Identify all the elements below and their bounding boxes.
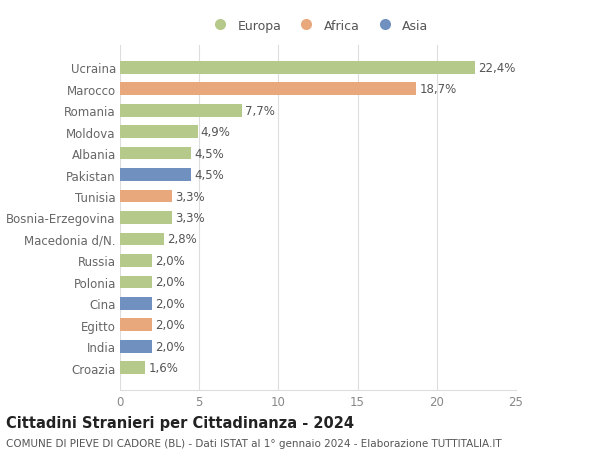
- Bar: [120, 297, 152, 310]
- Text: Cittadini Stranieri per Cittadinanza - 2024: Cittadini Stranieri per Cittadinanza - 2…: [6, 415, 354, 431]
- Bar: [120, 147, 191, 160]
- Bar: [120, 83, 416, 96]
- Text: 1,6%: 1,6%: [149, 362, 178, 375]
- Text: 2,0%: 2,0%: [155, 276, 185, 289]
- Bar: [120, 190, 172, 203]
- Text: 2,8%: 2,8%: [167, 233, 197, 246]
- Bar: [120, 254, 152, 267]
- Text: 4,9%: 4,9%: [201, 126, 230, 139]
- Text: COMUNE DI PIEVE DI CADORE (BL) - Dati ISTAT al 1° gennaio 2024 - Elaborazione TU: COMUNE DI PIEVE DI CADORE (BL) - Dati IS…: [6, 438, 502, 448]
- Text: 4,5%: 4,5%: [194, 147, 224, 160]
- Bar: [120, 362, 145, 375]
- Text: 2,0%: 2,0%: [155, 297, 185, 310]
- Bar: [120, 169, 191, 182]
- Text: 2,0%: 2,0%: [155, 319, 185, 332]
- Text: 18,7%: 18,7%: [419, 83, 457, 96]
- Text: 3,3%: 3,3%: [175, 190, 205, 203]
- Bar: [120, 126, 197, 139]
- Text: 4,5%: 4,5%: [194, 168, 224, 182]
- Bar: [120, 62, 475, 74]
- Bar: [120, 233, 164, 246]
- Text: 22,4%: 22,4%: [478, 62, 515, 74]
- Text: 2,0%: 2,0%: [155, 340, 185, 353]
- Legend: Europa, Africa, Asia: Europa, Africa, Asia: [208, 20, 428, 33]
- Bar: [120, 319, 152, 332]
- Bar: [120, 212, 172, 224]
- Bar: [120, 340, 152, 353]
- Text: 7,7%: 7,7%: [245, 104, 275, 118]
- Text: 2,0%: 2,0%: [155, 254, 185, 268]
- Bar: [120, 276, 152, 289]
- Bar: [120, 104, 242, 118]
- Text: 3,3%: 3,3%: [175, 212, 205, 224]
